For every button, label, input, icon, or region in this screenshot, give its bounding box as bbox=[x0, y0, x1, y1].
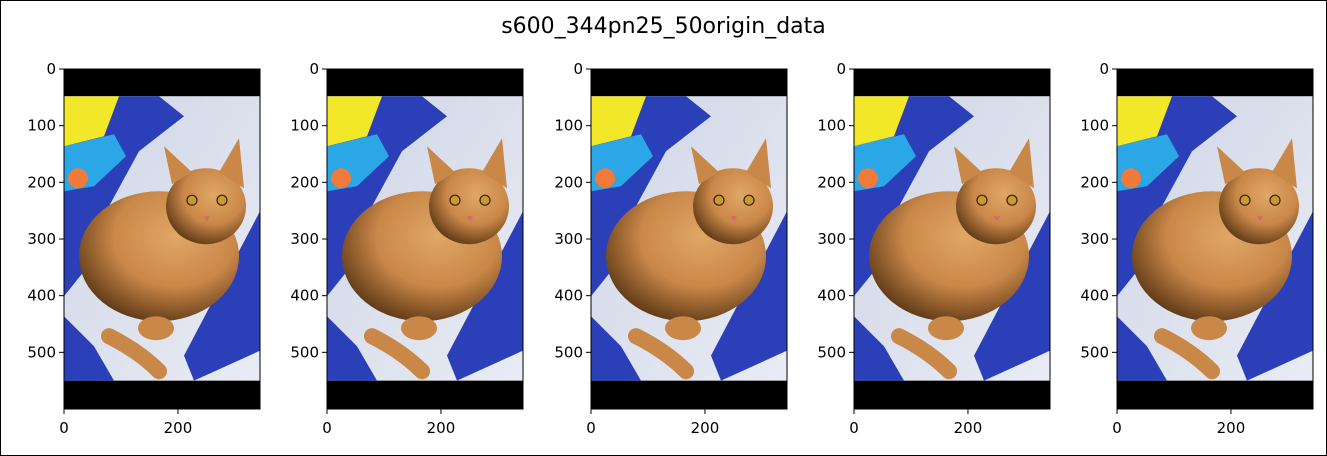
figure-title: s600_344pn25_50origin_data bbox=[501, 14, 826, 39]
subplot-5: 0 100 200 300 400 500 0 200 bbox=[1080, 60, 1314, 437]
x-tick-label: 200 bbox=[954, 419, 983, 437]
y-tick-label: 400 bbox=[1080, 287, 1109, 305]
y-tick-label: 100 bbox=[1080, 117, 1109, 135]
y-tick-label: 100 bbox=[290, 117, 319, 135]
y-tick-label: 500 bbox=[27, 343, 56, 361]
y-tick-label: 500 bbox=[554, 343, 583, 361]
x-tick-label: 200 bbox=[1217, 419, 1246, 437]
orange-cat-on-blue-bag-icon bbox=[64, 69, 260, 409]
orange-cat-on-blue-bag-icon bbox=[591, 69, 787, 409]
subplot-2: 0 100 200 300 400 500 0 200 bbox=[290, 60, 524, 437]
y-tick-label: 300 bbox=[817, 230, 846, 248]
y-tick-label: 100 bbox=[554, 117, 583, 135]
subplot-3: 0 100 200 300 400 500 0 200 bbox=[554, 60, 788, 437]
x-tick-label: 0 bbox=[849, 419, 859, 437]
y-tick-label: 200 bbox=[817, 173, 846, 191]
y-tick-label: 300 bbox=[1080, 230, 1109, 248]
orange-cat-on-blue-bag-icon bbox=[327, 69, 523, 409]
y-tick-label: 200 bbox=[27, 173, 56, 191]
orange-cat-on-blue-bag-icon bbox=[854, 69, 1050, 409]
y-tick-label: 100 bbox=[817, 117, 846, 135]
x-tick-label: 0 bbox=[1112, 419, 1122, 437]
x-tick-label: 0 bbox=[59, 419, 69, 437]
y-tick-label: 300 bbox=[554, 230, 583, 248]
y-tick-label: 500 bbox=[290, 343, 319, 361]
x-tick-label: 0 bbox=[586, 419, 596, 437]
y-tick-label: 0 bbox=[309, 60, 319, 78]
y-tick-label: 200 bbox=[554, 173, 583, 191]
y-tick-label: 500 bbox=[817, 343, 846, 361]
y-tick-label: 0 bbox=[46, 60, 56, 78]
y-tick-label: 400 bbox=[290, 287, 319, 305]
y-tick-label: 100 bbox=[27, 117, 56, 135]
y-tick-label: 0 bbox=[573, 60, 583, 78]
y-tick-label: 300 bbox=[27, 230, 56, 248]
y-tick-label: 200 bbox=[1080, 173, 1109, 191]
y-tick-label: 300 bbox=[290, 230, 319, 248]
y-tick-label: 400 bbox=[27, 287, 56, 305]
y-tick-label: 200 bbox=[290, 173, 319, 191]
subplot-4: 0 100 200 300 400 500 0 200 bbox=[817, 60, 1051, 437]
y-tick-label: 0 bbox=[1099, 60, 1109, 78]
y-tick-label: 500 bbox=[1080, 343, 1109, 361]
x-tick-label: 200 bbox=[427, 419, 456, 437]
subplot-1: 0 100 200 300 400 500 0 200 bbox=[27, 60, 261, 437]
y-tick-label: 0 bbox=[836, 60, 846, 78]
y-tick-label: 400 bbox=[554, 287, 583, 305]
x-tick-label: 0 bbox=[322, 419, 332, 437]
orange-cat-on-blue-bag-icon bbox=[1117, 69, 1313, 409]
x-tick-label: 200 bbox=[164, 419, 193, 437]
y-tick-label: 400 bbox=[817, 287, 846, 305]
x-tick-label: 200 bbox=[691, 419, 720, 437]
